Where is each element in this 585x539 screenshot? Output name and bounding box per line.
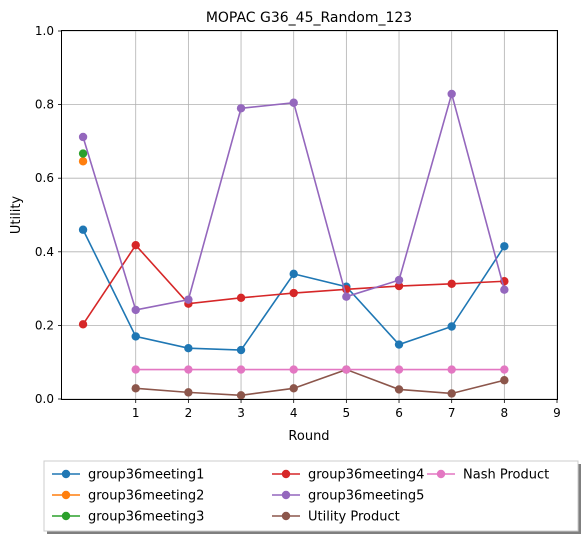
data-point — [236, 293, 246, 302]
legend-marker — [61, 511, 71, 521]
data-point — [289, 98, 298, 107]
data-point — [500, 365, 509, 374]
x-tick-label: 4 — [290, 406, 298, 420]
data-point — [447, 89, 456, 99]
data-point — [131, 384, 140, 393]
legend-label: group36meeting5 — [308, 489, 424, 504]
series-4 — [78, 89, 509, 315]
data-point — [236, 391, 246, 400]
data-point — [394, 281, 404, 291]
series-line — [135, 368, 505, 397]
data-point — [131, 240, 140, 250]
data-point — [131, 332, 140, 341]
x-tick-label: 1 — [132, 406, 140, 420]
legend-marker — [61, 490, 71, 500]
series-1 — [78, 157, 88, 166]
data-point — [447, 279, 456, 289]
x-tick-label: 8 — [501, 406, 509, 420]
legend-label: group36meeting2 — [88, 489, 204, 504]
data-point — [447, 365, 456, 374]
chart-title: MOPAC G36_45_Random_123 — [206, 10, 412, 26]
legend-items: group36meeting1 group36meeting2 group36mee… — [52, 468, 549, 525]
legend-item: group36meeting3 — [52, 510, 204, 525]
legend-label: Utility Product — [308, 510, 400, 525]
legend-item: group36meeting5 — [272, 489, 424, 504]
legend-item: group36meeting4 — [272, 468, 424, 483]
data-point — [184, 344, 193, 353]
grid — [62, 30, 558, 400]
data-point — [78, 320, 88, 329]
legend-marker — [61, 469, 71, 479]
legend-marker — [281, 490, 291, 500]
legend-item: group36meeting2 — [52, 489, 204, 504]
x-tick-label: 2 — [185, 406, 193, 420]
x-axis-label: Round — [288, 429, 329, 444]
data-point — [236, 104, 246, 113]
legend-marker — [281, 511, 291, 521]
legend-label: group36meeting3 — [88, 510, 204, 525]
data-point — [236, 365, 246, 374]
data-point — [131, 365, 140, 374]
x-tick-label: 5 — [343, 406, 351, 420]
data-point — [78, 132, 88, 142]
data-point — [394, 365, 404, 374]
data-point — [289, 365, 298, 374]
x-tick-label: 9 — [553, 406, 561, 420]
data-point — [184, 295, 193, 304]
data-point — [500, 242, 509, 251]
data-point — [78, 157, 88, 166]
legend-item: group36meeting1 — [52, 468, 204, 483]
series-2 — [78, 149, 88, 158]
y-tick-label: 0.6 — [35, 171, 54, 185]
data-point — [500, 376, 509, 385]
y-tick-label: 0.2 — [35, 318, 54, 332]
x-tick-label: 6 — [395, 406, 403, 420]
data-point — [394, 275, 404, 285]
y-tick-label: 0.4 — [35, 245, 54, 259]
y-tick-label: 1.0 — [35, 24, 54, 38]
data-point — [236, 345, 246, 355]
data-point — [131, 305, 140, 315]
series-6 — [131, 365, 509, 374]
data-point — [342, 292, 351, 301]
data-point — [394, 385, 404, 394]
data-point — [500, 285, 509, 294]
x-tick-label: 3 — [237, 406, 245, 420]
data-point — [447, 389, 456, 398]
legend-label: group36meeting4 — [308, 468, 424, 483]
data-point — [447, 322, 456, 331]
data-point — [184, 388, 193, 397]
legend-item: Utility Product — [272, 510, 400, 525]
y-axis-label: Utility — [9, 196, 24, 235]
series-layer — [78, 89, 509, 400]
data-point — [394, 340, 404, 349]
legend-label: Nash Product — [463, 468, 549, 483]
legend-box — [43, 460, 579, 532]
data-point — [78, 225, 88, 234]
data-point — [342, 365, 351, 374]
y-axis-ticks: 0.0 0.2 0.4 0.6 0.8 1.0 — [35, 24, 62, 406]
x-axis-ticks: 1 2 3 4 5 6 7 8 9 — [132, 399, 561, 420]
y-tick-label: 0.8 — [35, 98, 54, 112]
legend-label: group36meeting1 — [88, 468, 204, 483]
plot-frame — [61, 30, 558, 400]
legend: group36meeting1 group36meeting2 group36mee… — [43, 460, 581, 534]
legend-marker — [436, 469, 446, 479]
x-tick-label: 7 — [448, 406, 456, 420]
legend-item: Nash Product — [427, 468, 549, 483]
y-tick-label: 0.0 — [35, 392, 54, 406]
legend-marker — [281, 469, 291, 479]
data-point — [289, 288, 298, 298]
data-point — [78, 149, 88, 158]
data-point — [289, 384, 298, 393]
data-point — [289, 269, 298, 279]
data-point — [184, 365, 193, 374]
